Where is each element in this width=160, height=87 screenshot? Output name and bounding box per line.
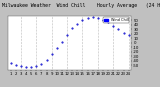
Legend: Wind Chill: Wind Chill [103,17,129,23]
Text: Milwaukee Weather  Wind Chill    Hourly Average   (24 Hours): Milwaukee Weather Wind Chill Hourly Aver… [2,3,160,8]
